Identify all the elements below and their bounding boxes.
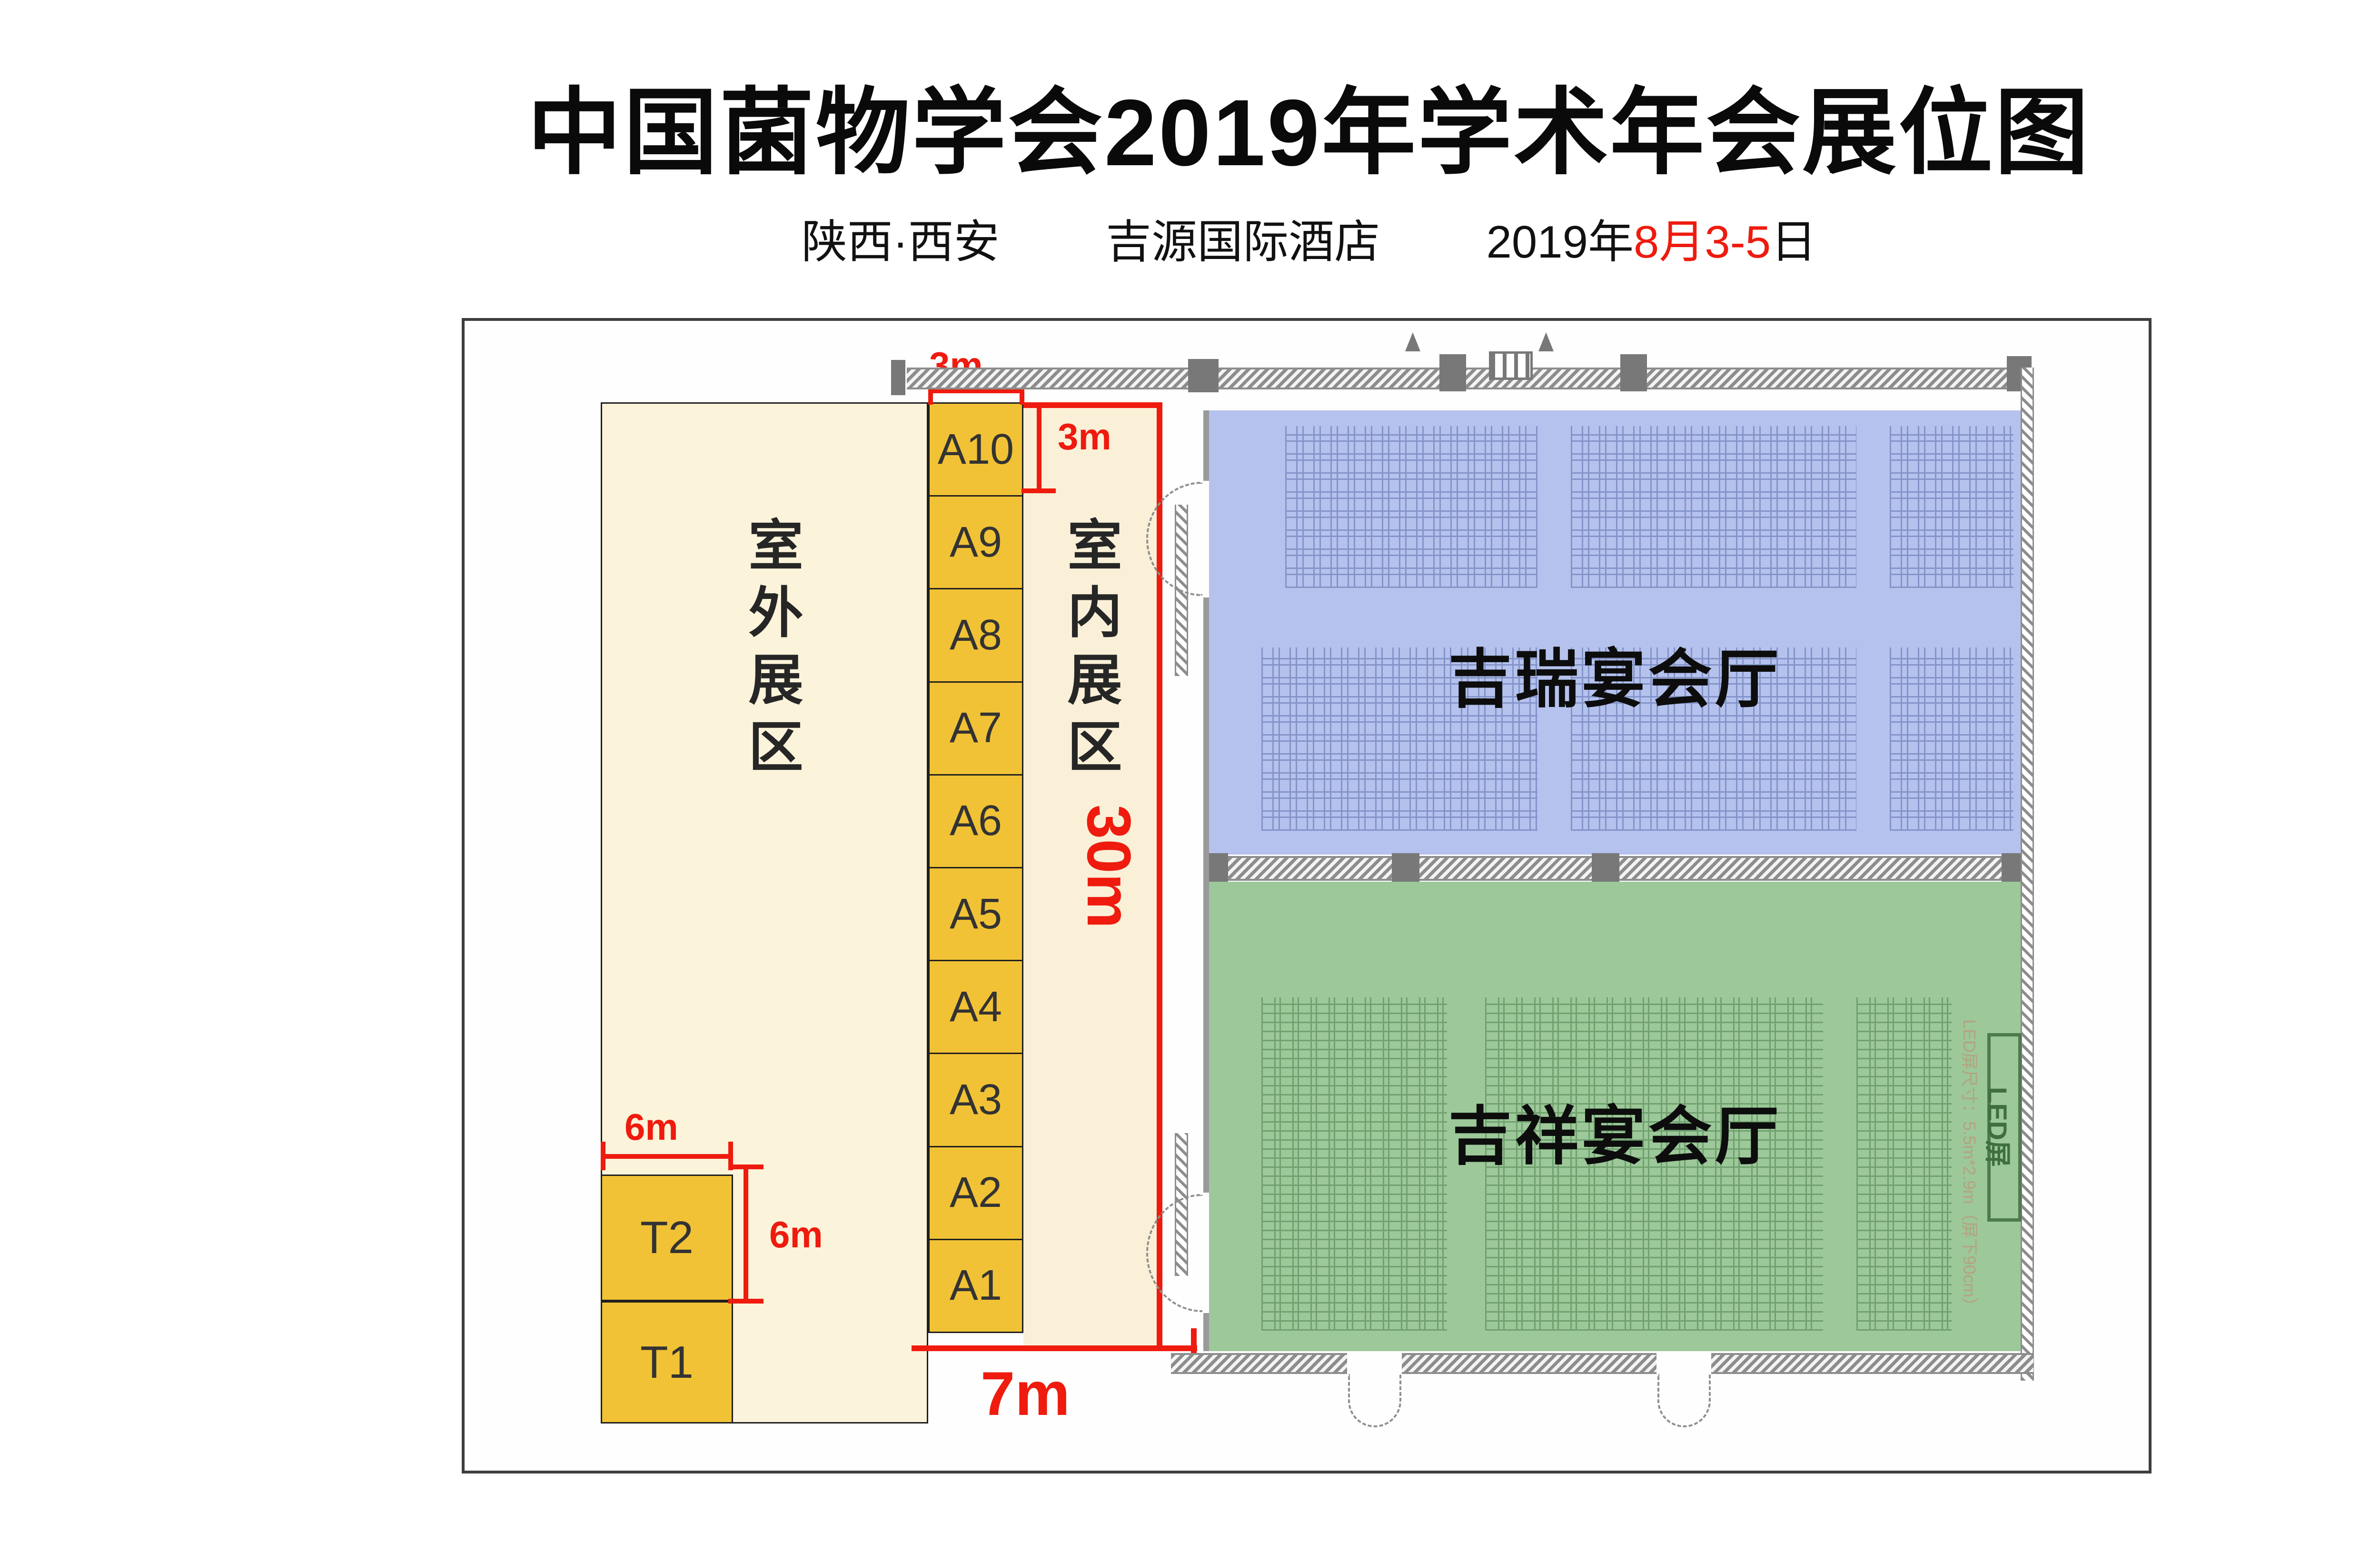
subtitle-venue: 吉源国际酒店 xyxy=(1106,217,1380,268)
led-screen-label: LED屏 xyxy=(1983,1087,2013,1167)
indoor-exhibition-zone xyxy=(1023,402,1162,1351)
wall-pillar xyxy=(1188,359,1219,392)
tree-symbol xyxy=(1538,332,1554,351)
booth-a5: A5 xyxy=(930,868,1022,962)
seating-block xyxy=(1571,647,1856,831)
indoor-zone-label: 室内展区 xyxy=(1060,517,1121,785)
dimension-line xyxy=(1037,404,1041,492)
booth-column-a: A10 A9 A8 A7 A6 A5 A4 A3 A2 A1 xyxy=(928,402,1023,1333)
dimension-line xyxy=(928,388,1024,393)
page-subtitle: 陕西·西安 吉源国际酒店 2019年8月3-5日 xyxy=(0,205,2380,271)
page-title: 中国菌物学会2019年学术年会展位图 xyxy=(527,80,2091,185)
hall-jixiang-label: 吉祥宴会厅 xyxy=(1448,1101,1782,1172)
dimension-line xyxy=(744,1165,748,1304)
dim-indoor-length-label: 30m xyxy=(1074,805,1144,929)
booth-a2: A2 xyxy=(930,1147,1022,1240)
hall-jirui-label: 吉瑞宴会厅 xyxy=(1448,644,1782,715)
dimension-tick xyxy=(1020,376,1024,405)
wall-pillar xyxy=(1209,853,1228,883)
south-wall xyxy=(1402,1353,1656,1374)
booth-a8: A8 xyxy=(930,589,1022,683)
dim-booth-depth-label: 3m xyxy=(1058,416,1111,458)
dimension-tick xyxy=(928,376,933,405)
wall-pillar xyxy=(1592,853,1619,883)
seating-block xyxy=(1285,426,1537,588)
dimension-tick xyxy=(728,1142,733,1170)
north-wall xyxy=(907,368,2033,389)
led-screen-spec: LED屏尺寸：5.5m*2.9m（屏下90cm） xyxy=(1960,1019,1979,1315)
south-wall xyxy=(1711,1353,2033,1374)
dimension-tick xyxy=(1023,402,1055,407)
dim-indoor-width-label: 7m xyxy=(981,1359,1070,1428)
wall-pillar xyxy=(1620,354,1647,391)
subtitle-location: 陕西·西安 xyxy=(801,217,1000,268)
seating-block xyxy=(1485,997,1823,1331)
seating-block xyxy=(1261,647,1537,831)
west-wall-segment xyxy=(1203,410,1209,481)
dimension-tick xyxy=(1021,488,1056,493)
seating-block xyxy=(1890,426,2013,588)
dim-t-width-label: 6m xyxy=(625,1106,678,1148)
booth-t2: T2 xyxy=(601,1175,733,1301)
seating-block xyxy=(1856,997,1952,1331)
booth-a7: A7 xyxy=(930,682,1022,776)
led-screen xyxy=(1987,1033,2022,1222)
booth-t1: T1 xyxy=(601,1301,733,1424)
dim-t-height-label: 6m xyxy=(769,1214,823,1255)
outdoor-zone-label: 室外展区 xyxy=(741,517,802,785)
door-swing-arc xyxy=(1657,1374,1711,1427)
wall-pillar xyxy=(891,360,905,395)
gate-symbol xyxy=(1489,351,1533,380)
wall-pillar xyxy=(1392,853,1419,883)
seating-block xyxy=(1890,647,2013,831)
east-wall xyxy=(2021,368,2034,1381)
west-wall-segment xyxy=(1203,1313,1209,1351)
booth-a1: A1 xyxy=(930,1240,1022,1332)
seating-block xyxy=(1261,997,1447,1331)
booth-a3: A3 xyxy=(930,1054,1022,1147)
subtitle-date-prefix: 2019年 xyxy=(1486,217,1634,268)
dimension-tick xyxy=(728,1165,764,1169)
south-wall xyxy=(1171,1353,1347,1374)
dimension-line xyxy=(601,1154,733,1159)
booth-a4: A4 xyxy=(930,961,1022,1055)
dimension-tick xyxy=(728,1299,764,1304)
wall-pillar xyxy=(2002,853,2021,883)
seating-block xyxy=(1571,426,1856,588)
west-wall-segment xyxy=(1203,597,1209,1193)
tree-symbol xyxy=(1405,332,1420,351)
wall-pillar xyxy=(1439,354,1466,391)
booth-a9: A9 xyxy=(930,497,1022,590)
corridor-bottom-line xyxy=(912,1345,1197,1351)
door-swing-arc xyxy=(1348,1374,1401,1427)
booth-a6: A6 xyxy=(930,775,1022,869)
booth-a10: A10 xyxy=(930,404,1022,497)
dimension-tick xyxy=(601,1142,605,1170)
subtitle-date-highlight: 8月3-5 xyxy=(1634,217,1771,268)
subtitle-date-suffix: 日 xyxy=(1771,217,1817,268)
